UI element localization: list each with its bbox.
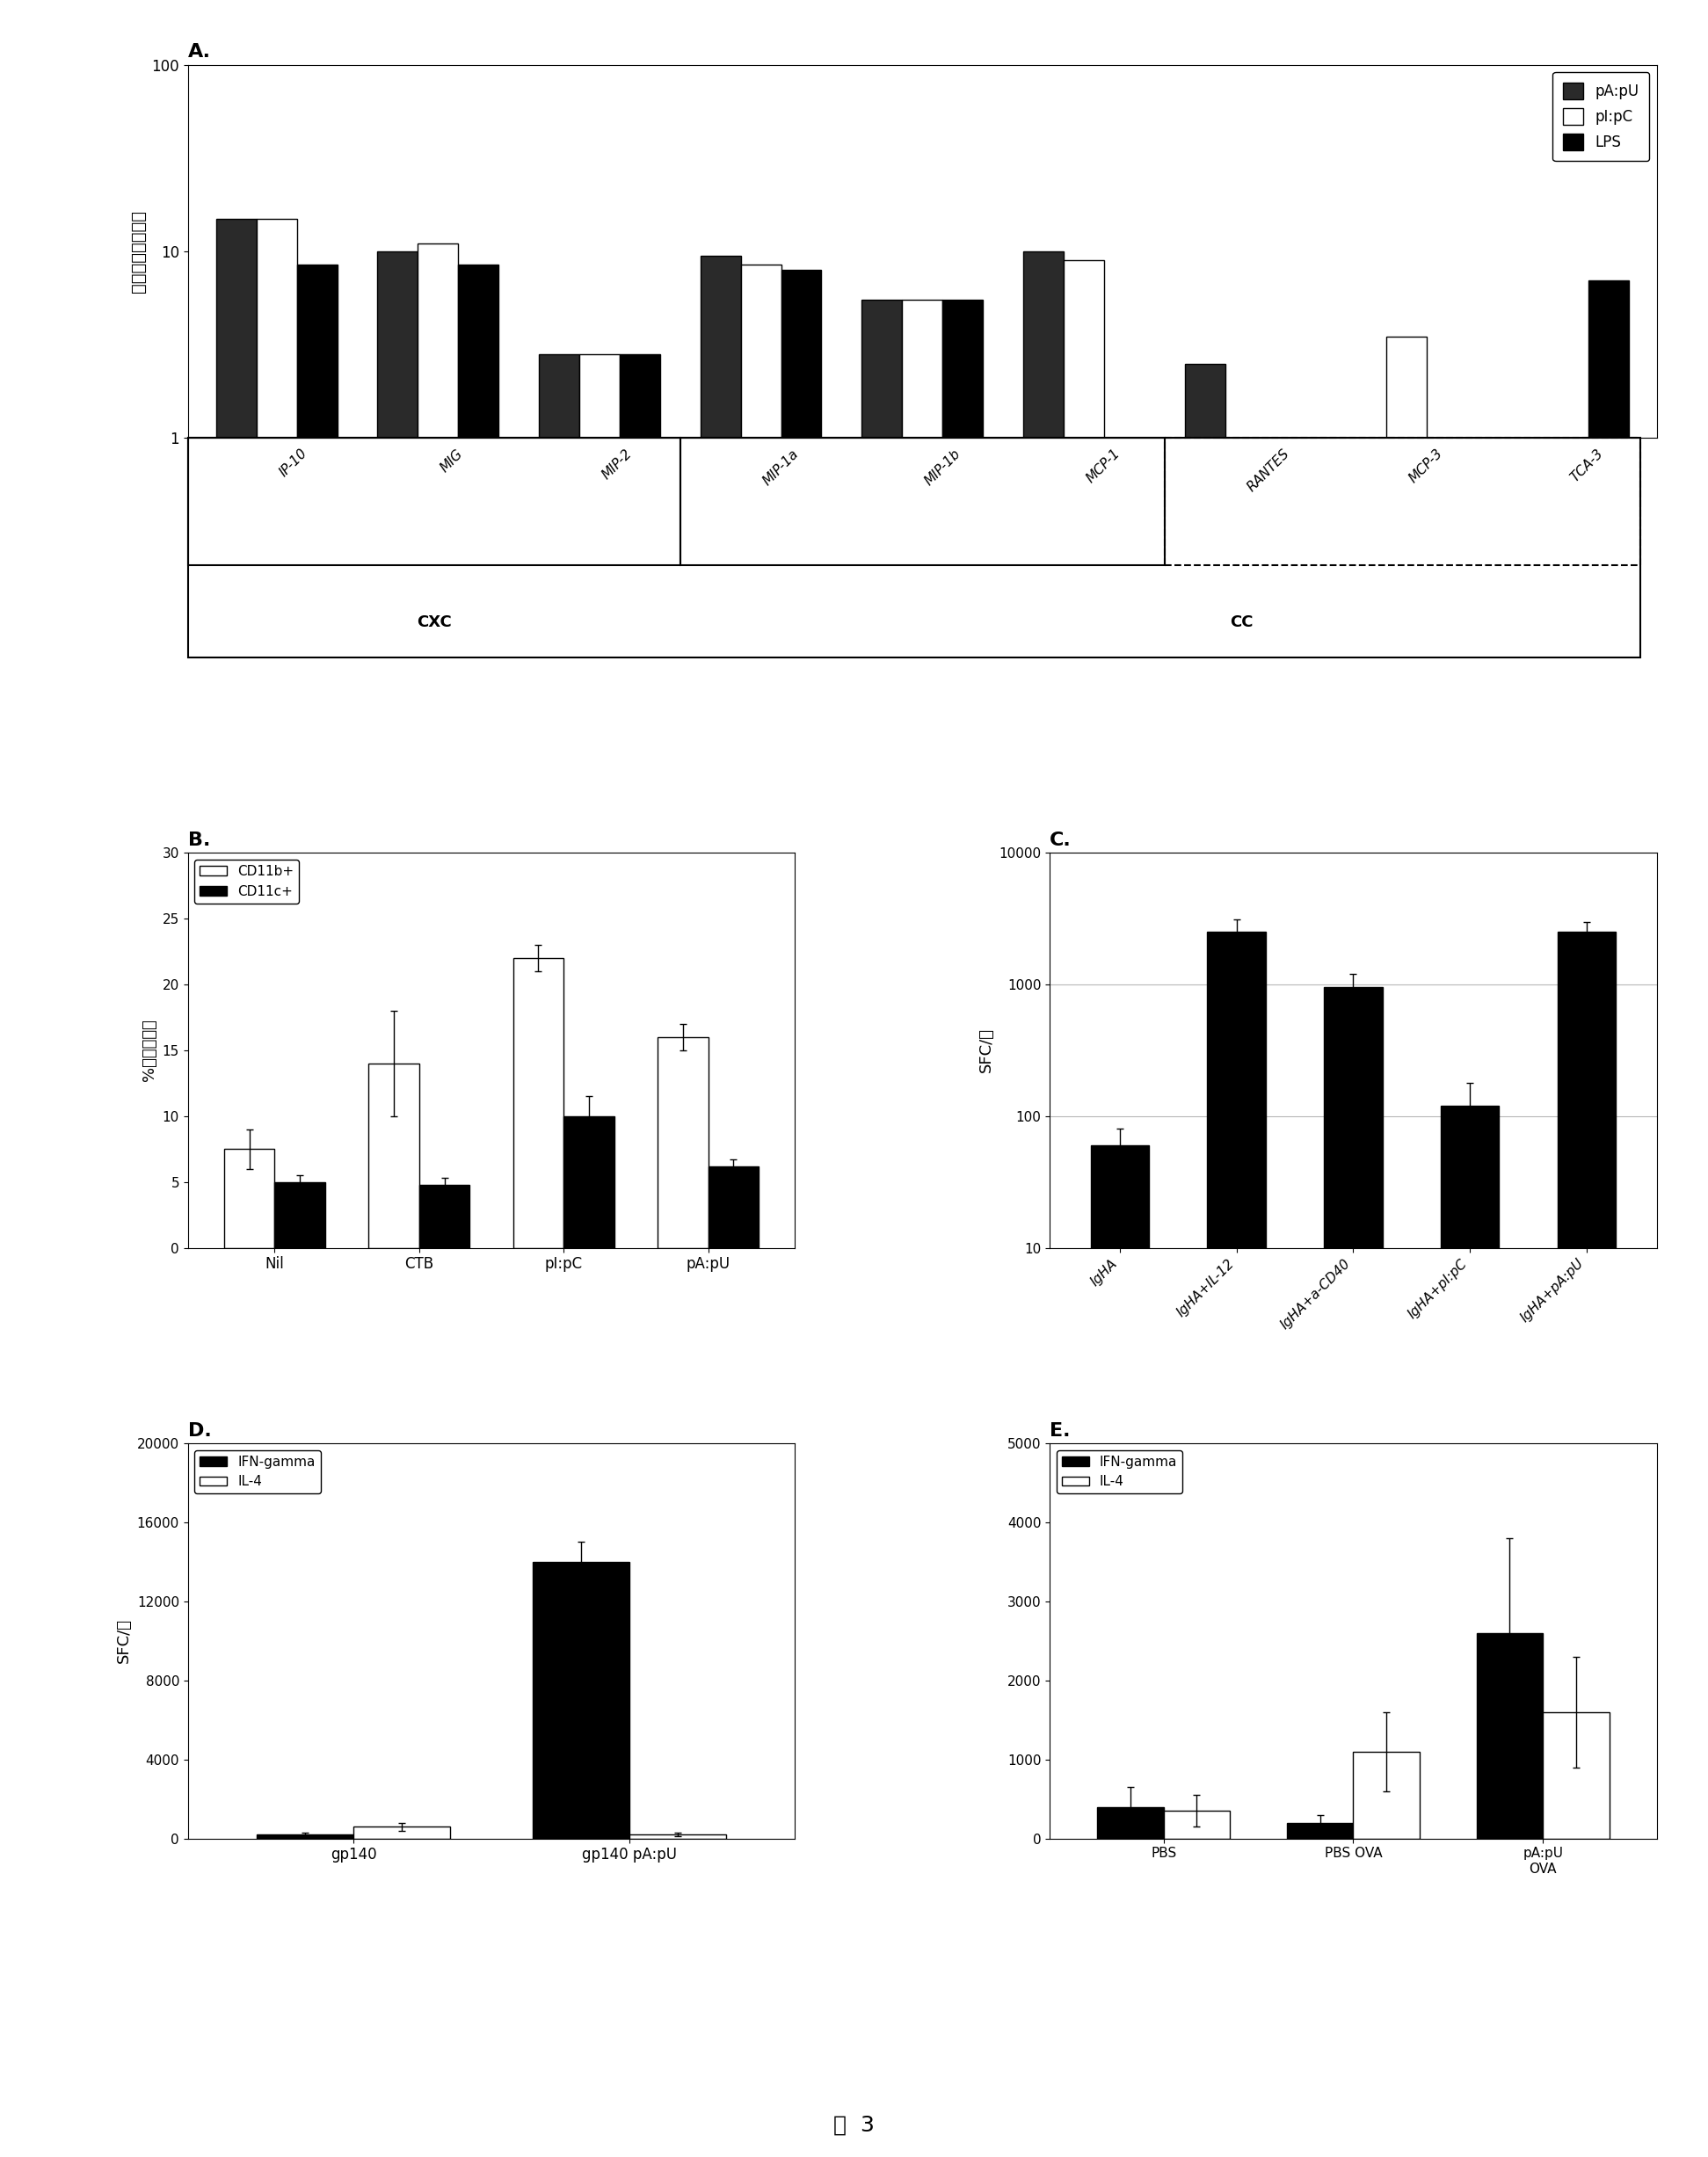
Text: CXC: CXC — [417, 615, 451, 630]
Legend: IFN-gamma, IL-4: IFN-gamma, IL-4 — [195, 1450, 321, 1495]
Bar — [224, 1150, 275, 1249]
Bar — [512, 958, 564, 1249]
Bar — [418, 244, 458, 2157]
Bar — [1324, 988, 1382, 2157]
Bar — [1558, 932, 1616, 2157]
Bar — [188, 438, 680, 565]
Bar — [620, 354, 659, 2157]
Text: RANTES: RANTES — [1245, 446, 1293, 494]
Bar — [533, 1562, 629, 1838]
Bar — [741, 265, 781, 2157]
Y-axis label: %染色的细胞: %染色的细胞 — [142, 1020, 157, 1081]
Legend: CD11b+, CD11c+: CD11b+, CD11c+ — [195, 858, 299, 904]
Y-axis label: SFC/脾: SFC/脾 — [979, 1029, 994, 1072]
Bar — [863, 300, 902, 2157]
Bar — [629, 1833, 726, 1838]
Y-axis label: 表达（增加倍数）: 表达（增加倍数） — [130, 209, 147, 293]
Bar — [1064, 259, 1103, 2157]
Bar — [354, 1827, 449, 1838]
Bar — [256, 218, 297, 2157]
Bar — [1208, 932, 1266, 2157]
Bar — [377, 252, 418, 2157]
Bar — [1476, 1633, 1542, 1838]
Text: A.: A. — [188, 43, 210, 60]
Bar — [564, 1115, 615, 1249]
Bar — [1185, 365, 1225, 2157]
Bar — [217, 218, 256, 2157]
Bar — [1542, 1713, 1609, 1838]
Bar — [943, 300, 982, 2157]
Legend: pA:pU, pI:pC, LPS: pA:pU, pI:pC, LPS — [1553, 71, 1650, 162]
Text: MIG: MIG — [437, 446, 466, 475]
Bar — [1442, 1107, 1500, 2157]
Bar — [1588, 280, 1628, 2157]
Text: 图  3: 图 3 — [834, 2114, 874, 2135]
Bar — [658, 1038, 709, 1249]
Bar — [680, 438, 1165, 565]
Bar — [781, 270, 822, 2157]
Text: MIP-2: MIP-2 — [600, 446, 634, 481]
Bar — [1023, 252, 1064, 2157]
Bar — [256, 1833, 354, 1838]
Bar — [902, 300, 943, 2157]
Bar — [418, 1184, 470, 1249]
Bar — [709, 1167, 758, 1249]
Bar — [1097, 1808, 1163, 1838]
Text: MIP-1b: MIP-1b — [922, 446, 963, 487]
Y-axis label: SFC/脾: SFC/脾 — [116, 1618, 132, 1663]
Bar — [275, 1182, 325, 1249]
Bar — [540, 354, 579, 2157]
Bar — [297, 265, 336, 2157]
Text: E.: E. — [1050, 1421, 1071, 1439]
Text: MCP-3: MCP-3 — [1407, 446, 1445, 485]
Text: B.: B. — [188, 830, 210, 850]
Text: IP-10: IP-10 — [277, 446, 309, 479]
Bar — [579, 354, 620, 2157]
Bar — [1286, 1823, 1353, 1838]
Text: CC: CC — [1230, 615, 1252, 630]
Bar — [1163, 1810, 1230, 1838]
Bar — [700, 255, 741, 2157]
Text: TCA-3: TCA-3 — [1568, 446, 1606, 485]
Text: C.: C. — [1050, 830, 1071, 850]
Legend: IFN-gamma, IL-4: IFN-gamma, IL-4 — [1057, 1450, 1182, 1495]
Bar — [1353, 1751, 1419, 1838]
Bar — [369, 1063, 418, 1249]
Bar — [1387, 336, 1426, 2157]
Bar — [458, 265, 499, 2157]
Bar — [1091, 1145, 1149, 2157]
Text: MIP-1a: MIP-1a — [760, 446, 801, 487]
Text: MCP-1: MCP-1 — [1085, 446, 1122, 485]
Text: D.: D. — [188, 1421, 212, 1439]
